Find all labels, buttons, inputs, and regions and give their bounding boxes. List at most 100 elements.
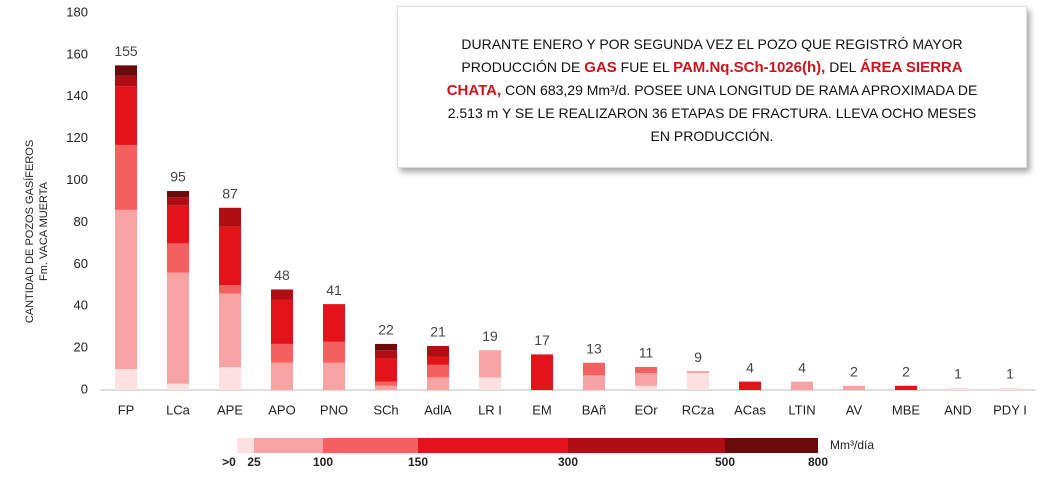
- bar-segment: [843, 385, 865, 390]
- legend-label: 100: [313, 455, 333, 469]
- x-tick-label: EM: [532, 402, 552, 417]
- legend-label: 150: [408, 455, 428, 469]
- bar-segment: [271, 299, 293, 344]
- y-tick-label: 40: [74, 298, 88, 313]
- bar-segment: [947, 387, 969, 390]
- x-tick-label: APE: [217, 402, 243, 417]
- y-tick-label: 160: [66, 46, 88, 61]
- annotation-highlight: PAM.Nq.SCh-1026(h),: [673, 59, 826, 76]
- bar-segment: [115, 209, 137, 370]
- bar-segment: [479, 377, 501, 390]
- x-tick-label: LR I: [478, 402, 502, 417]
- legend-label: 500: [715, 455, 735, 469]
- bar-segment: [895, 385, 917, 390]
- bar-segment: [375, 350, 397, 359]
- bar-segment: [115, 86, 137, 145]
- bar-segment: [219, 285, 241, 294]
- x-tick-label: AV: [846, 402, 863, 417]
- bar-segment: [323, 362, 345, 390]
- annotation-text: DURANTE ENERO Y POR SEGUNDA VEZ EL POZO …: [461, 36, 963, 75]
- total-label: 155: [114, 43, 138, 59]
- annotation-text: CON 683,29 Mm³/d. POSEE UNA LONGITUD DE …: [447, 82, 978, 144]
- x-tick-label: LCa: [166, 402, 191, 417]
- bar-segment: [115, 65, 137, 76]
- bar-segment: [115, 144, 137, 210]
- bar-segment: [323, 304, 345, 342]
- bar-segment: [427, 356, 449, 365]
- bar-segment: [167, 383, 189, 390]
- legend-label: 800: [808, 455, 828, 469]
- bar-segment: [167, 272, 189, 384]
- bar-segment: [687, 373, 709, 390]
- bar-segment: [167, 197, 189, 206]
- x-tick-label: MBE: [892, 402, 921, 417]
- total-label: 41: [326, 282, 342, 298]
- annotation-box: DURANTE ENERO Y POR SEGUNDA VEZ EL POZO …: [397, 6, 1027, 168]
- total-label: 13: [586, 340, 602, 356]
- bar-segment: [375, 385, 397, 390]
- legend-label: 300: [558, 455, 578, 469]
- x-tick-label: RCza: [682, 402, 715, 417]
- total-label: 11: [639, 345, 654, 361]
- total-label: 19: [482, 328, 498, 344]
- bar-segment: [167, 191, 189, 198]
- bar-segment: [739, 381, 761, 390]
- legend-swatch: [254, 438, 323, 453]
- bar-segment: [271, 362, 293, 390]
- total-label: 2: [850, 364, 858, 380]
- bar-segment: [635, 385, 657, 390]
- x-tick-label: ACas: [734, 402, 766, 417]
- y-axis-label: Fm. VACA MUERTA: [38, 181, 50, 281]
- legend-label: >0: [222, 455, 236, 469]
- bar-segment: [583, 375, 605, 390]
- bar-segment: [427, 346, 449, 357]
- bar-segment: [791, 381, 813, 390]
- bar-segment: [583, 362, 605, 376]
- bar-segment: [479, 350, 501, 378]
- bar-segment: [531, 354, 553, 390]
- legend-swatch: [568, 438, 725, 453]
- y-tick-label: 140: [66, 88, 88, 103]
- bar-segment: [219, 366, 241, 390]
- y-tick-label: 100: [66, 172, 88, 187]
- legend-swatch: [237, 438, 254, 453]
- x-tick-label: EOr: [634, 402, 658, 417]
- y-tick-label: 80: [74, 214, 88, 229]
- total-label: 87: [222, 185, 238, 201]
- bar-segment: [115, 369, 137, 390]
- x-tick-label: PNO: [320, 402, 348, 417]
- bar-segment: [375, 381, 397, 386]
- x-tick-label: AdlA: [424, 402, 452, 417]
- total-label: 1: [1006, 366, 1014, 382]
- bar-segment: [375, 343, 397, 351]
- total-label: 4: [746, 359, 754, 375]
- legend-unit: Mm³/día: [830, 438, 874, 452]
- bar-segment: [427, 377, 449, 390]
- total-label: 4: [798, 359, 806, 375]
- y-tick-label: 120: [66, 130, 88, 145]
- bar-segment: [167, 205, 189, 244]
- bar-segment: [219, 293, 241, 367]
- bar-segment: [635, 366, 657, 374]
- x-tick-label: APO: [268, 402, 295, 417]
- x-tick-label: SCh: [373, 402, 398, 417]
- bar-segment: [427, 364, 449, 378]
- y-axis-label: CANTIDAD DE POZOS GASÍFEROS: [23, 140, 36, 323]
- total-label: 2: [902, 364, 910, 380]
- x-tick-label: PDY I: [993, 402, 1027, 417]
- total-label: 9: [694, 349, 702, 365]
- total-label: 1: [954, 366, 962, 382]
- legend-swatch: [323, 438, 418, 453]
- x-tick-label: BAñ: [582, 402, 607, 417]
- bar-segment: [271, 343, 293, 363]
- annotation-highlight: ÁREA SIERRA CHATA,: [446, 59, 963, 99]
- total-label: 48: [274, 267, 290, 283]
- legend-swatch: [725, 438, 818, 453]
- x-tick-label: FP: [118, 402, 135, 417]
- bar-segment: [219, 226, 241, 286]
- bar-segment: [115, 75, 137, 87]
- x-tick-label: LTIN: [788, 402, 815, 417]
- annotation-text: FUE EL: [616, 59, 674, 75]
